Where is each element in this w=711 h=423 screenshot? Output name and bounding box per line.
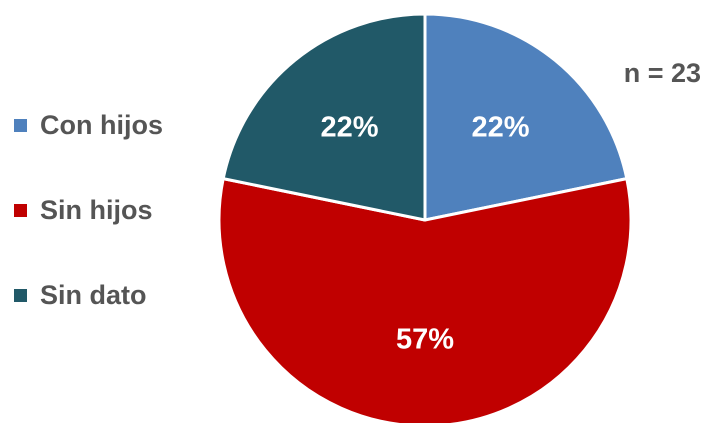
- legend-label-sin-dato: Sin dato: [40, 279, 147, 310]
- pie-slice-sin-hijos: [217, 177, 633, 423]
- legend-swatch-sin-dato: [14, 288, 27, 302]
- legend-label-con-hijos: Con hijos: [40, 109, 163, 140]
- legend-item-sin-hijos: Sin hijos: [14, 189, 163, 231]
- legend-label-sin-hijos: Sin hijos: [40, 194, 153, 225]
- slice-value-label-con-hijos: 22%: [472, 111, 530, 143]
- legend-item-sin-dato: Sin dato: [14, 274, 163, 316]
- legend: Con hijos Sin hijos Sin dato: [14, 104, 163, 316]
- sample-size-label: n = 23: [623, 58, 701, 88]
- legend-swatch-con-hijos: [14, 118, 27, 132]
- pie-slice-sin-dato: [221, 12, 427, 222]
- legend-swatch-sin-hijos: [14, 203, 27, 217]
- slice-value-label-sin-hijos: 57%: [396, 323, 454, 355]
- pie-slice-con-hijos: [423, 12, 629, 222]
- legend-item-con-hijos: Con hijos: [14, 104, 163, 146]
- slice-value-label-sin-dato: 22%: [320, 111, 378, 143]
